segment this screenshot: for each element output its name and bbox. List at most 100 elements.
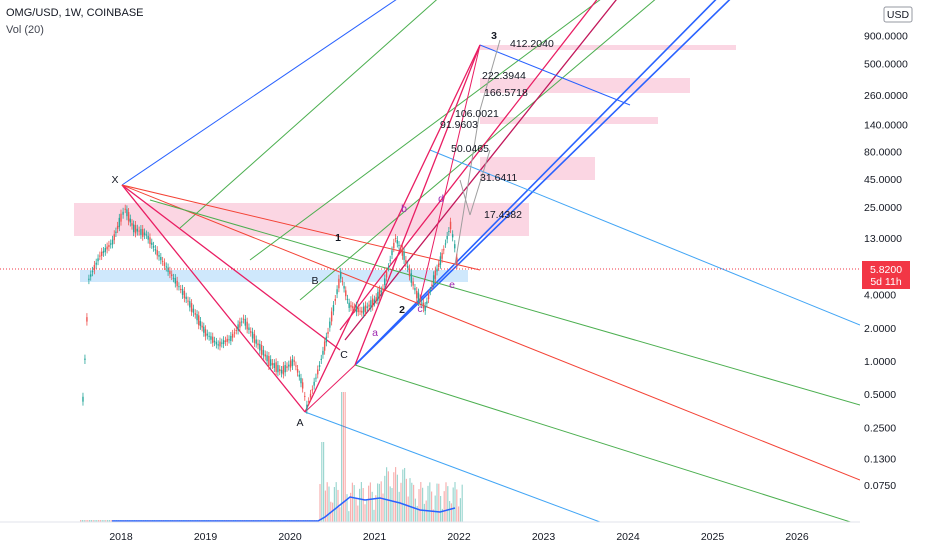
price-axis-currency-badge[interactable]: [883, 6, 913, 23]
x-tick-label: 2026: [785, 531, 809, 543]
wave-label-d: d: [438, 193, 444, 205]
volume-bar: [434, 495, 436, 522]
candle-body: [163, 262, 166, 266]
candle-body: [419, 298, 421, 302]
wave-label-e: e: [449, 279, 455, 291]
volume-bar: [348, 511, 350, 522]
candle-body: [143, 232, 146, 236]
volume-bar: [364, 504, 366, 522]
volume-bar: [98, 520, 100, 522]
x-tick-label: 2025: [701, 531, 725, 543]
volume-indicator-label[interactable]: Vol (20): [6, 24, 44, 36]
symbol-title[interactable]: OMG/USD, 1W, COINBASE: [6, 7, 144, 19]
fan-line: [121, 184, 306, 413]
volume-bar: [431, 491, 433, 522]
candle-body: [403, 251, 405, 260]
candle-body: [288, 364, 290, 367]
volume-bar: [387, 471, 389, 522]
projection-line: [469, 149, 491, 216]
volume-bar: [429, 482, 431, 522]
candle-body: [242, 318, 245, 320]
volume-bar: [414, 498, 416, 522]
candle-body: [187, 300, 189, 302]
fib-level-label: 50.0465: [451, 143, 489, 155]
candle-body: [171, 274, 173, 277]
candle-body: [393, 242, 395, 249]
candle-body: [289, 360, 292, 368]
candle-body: [189, 301, 191, 308]
candles: [82, 204, 458, 414]
candle-body: [332, 305, 335, 312]
candle-body: [394, 238, 397, 240]
volume-bar: [438, 483, 440, 522]
candle-body: [149, 237, 151, 245]
wave-label-a: A: [296, 417, 303, 429]
volume-bar: [416, 505, 418, 522]
candle-body: [215, 341, 218, 345]
candle-body: [361, 310, 363, 313]
candle-body: [124, 208, 126, 210]
candle-body: [275, 362, 277, 372]
volume-bar: [81, 520, 83, 522]
volume-bar: [445, 482, 447, 522]
candle-body: [325, 336, 328, 343]
candle-body: [82, 396, 84, 402]
volume-bar: [443, 491, 445, 522]
pitchfork-green-line: [249, 0, 601, 261]
candle-body: [448, 231, 450, 233]
pitchfork-green-line: [299, 0, 656, 301]
volume-bar: [355, 498, 357, 522]
volume-bar: [440, 495, 442, 522]
price-axis: 900.0000 500.0000 260.0000 140.0000 80.0000 4…: [864, 30, 908, 492]
candle-body: [438, 263, 440, 268]
candle-body: [384, 278, 386, 286]
fib-level-label: 31.6411: [480, 172, 517, 184]
candle-body: [352, 306, 354, 309]
candle-body: [301, 382, 304, 389]
wave-line: [304, 44, 481, 413]
candle-body: [257, 343, 259, 346]
volume-bar: [418, 489, 420, 522]
volume-bar: [323, 442, 325, 522]
volume-bar: [87, 520, 89, 522]
wave-label-x: X: [111, 174, 118, 186]
volume-bar: [326, 482, 328, 522]
candle-body: [255, 339, 257, 344]
candle-body: [308, 401, 310, 403]
candle-body: [298, 374, 300, 377]
y-tick-label: 500.0000: [864, 59, 908, 71]
volume-bar: [328, 486, 330, 522]
candle-body: [412, 281, 414, 286]
volume-bar: [452, 487, 454, 522]
candle-body: [158, 254, 160, 257]
fib-level-label: 412.2040: [510, 38, 554, 50]
candle-body: [387, 267, 390, 269]
bar-countdown-label: 5d 11h: [870, 276, 901, 288]
resistance-zone: [480, 157, 595, 180]
volume-bar: [360, 482, 362, 522]
candle-body: [341, 280, 344, 282]
candle-body: [350, 305, 352, 308]
candle-body: [118, 217, 121, 228]
candle-body: [357, 307, 359, 313]
volume-bar: [96, 520, 98, 522]
parallel-green-line: [149, 199, 860, 406]
candle-body: [264, 354, 266, 357]
wave-label-1: 1: [335, 232, 341, 244]
volume-bar: [377, 483, 379, 522]
candle-body: [375, 297, 377, 301]
volume-bar: [436, 483, 438, 522]
x-tick-label: 2018: [109, 531, 133, 543]
candle-body: [279, 369, 281, 372]
candle-body: [389, 259, 391, 261]
candle-body: [322, 350, 324, 355]
candle-body: [91, 270, 94, 273]
candle-body: [427, 294, 430, 300]
y-tick-label: 0.0750: [864, 480, 896, 492]
candle-body: [266, 355, 268, 362]
candle-body: [244, 318, 247, 326]
candle-body: [235, 330, 237, 332]
fib-level-label: 222.3944: [482, 70, 526, 82]
candle-body: [317, 369, 319, 375]
